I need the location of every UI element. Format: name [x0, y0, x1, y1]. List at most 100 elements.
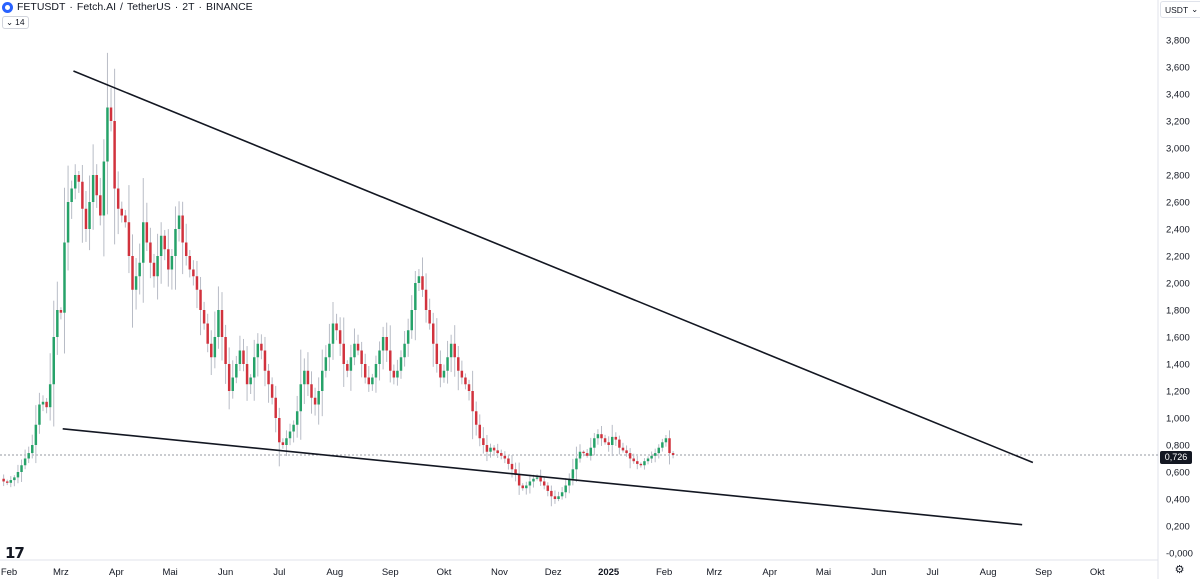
candle-body: [557, 496, 560, 499]
candle-body: [88, 202, 91, 229]
currency-button[interactable]: USDT ⌄: [1160, 1, 1200, 18]
candle-body: [399, 357, 403, 371]
candle-body: [213, 337, 217, 358]
candle-body: [59, 310, 63, 313]
candle-body: [535, 477, 539, 479]
candle-body: [661, 442, 664, 448]
y-tick-label: 1,000: [1166, 414, 1190, 425]
price-axis[interactable]: -0,000 0,200 0,400 0,600 0,800 1,000 1,200 1,40…: [1166, 36, 1193, 560]
candle-body: [585, 453, 589, 456]
candle-body: [170, 256, 174, 270]
trendline[interactable]: [62, 428, 1023, 526]
candle-body: [568, 478, 571, 486]
y-tick-label: 2,200: [1166, 252, 1190, 263]
candle-body: [13, 477, 16, 481]
candle-body: [600, 434, 603, 439]
candle-body: [396, 370, 399, 378]
candle-body: [449, 343, 453, 358]
candle-body: [91, 175, 95, 202]
x-tick-label: Apr: [109, 567, 124, 578]
candle-body: [274, 397, 277, 418]
candle-body: [457, 357, 460, 371]
candle-body: [134, 276, 138, 290]
candle-body: [95, 175, 98, 196]
time-axis[interactable]: Feb Mrz Apr Mai Jun Jul Aug Sep Okt Nov Dez 2025 Feb…: [1, 567, 1105, 578]
candle-body: [496, 450, 499, 454]
candle-body: [539, 477, 542, 482]
settings-icon[interactable]: ⚙: [1174, 563, 1185, 576]
candle-body: [550, 490, 553, 497]
candle-body: [542, 481, 546, 486]
candle-body: [571, 469, 575, 479]
symbol-header[interactable]: FETUSDT · Fetch.AI / TetherUS · 2T · BIN…: [2, 1, 253, 13]
candle-body: [106, 107, 109, 162]
interval-label[interactable]: 2T: [182, 1, 195, 13]
candle-body: [528, 481, 532, 486]
trendlines-group[interactable]: [62, 70, 1034, 526]
candle-body: [374, 364, 378, 378]
candle-body: [238, 350, 242, 364]
candle-body: [113, 121, 116, 189]
y-tick-label: 1,800: [1166, 306, 1190, 317]
candle-body: [45, 401, 48, 408]
y-tick-label: 0,200: [1166, 522, 1190, 533]
candle-body: [610, 436, 614, 445]
candle-body: [596, 434, 600, 439]
candle-body: [575, 458, 578, 470]
candle-body: [593, 438, 596, 448]
candle-body: [63, 242, 66, 313]
candle-body: [582, 451, 585, 454]
candle-body: [421, 276, 424, 290]
x-tick-label: Sep: [1035, 567, 1052, 578]
candle-body: [406, 330, 410, 344]
x-tick-label: Sep: [382, 567, 399, 578]
candle-body: [328, 343, 331, 358]
symbol-ticker: FETUSDT: [17, 1, 66, 13]
candle-body: [163, 235, 166, 250]
candle-body: [267, 370, 270, 385]
x-tick-label: Apr: [762, 567, 777, 578]
candle-body: [489, 447, 492, 452]
y-tick-label: 2,600: [1166, 198, 1190, 209]
candle-body: [353, 343, 356, 358]
x-tick-label: Jul: [927, 567, 939, 578]
candle-body: [317, 391, 320, 405]
candle-body: [256, 343, 260, 358]
indicator-toggle-button[interactable]: ⌄ 14: [2, 16, 29, 29]
tradingview-logo-icon[interactable]: 17: [5, 544, 25, 562]
candle-body: [521, 485, 524, 489]
candle-body: [27, 453, 30, 459]
candle-body: [306, 370, 310, 385]
trendline[interactable]: [73, 70, 1034, 464]
candle-body: [639, 463, 643, 466]
candle-body: [632, 458, 635, 462]
candle-body: [363, 364, 367, 378]
y-tick-label: 1,400: [1166, 360, 1190, 371]
candle-body: [303, 370, 306, 385]
candle-body: [564, 485, 567, 493]
candle-body: [560, 492, 564, 497]
candle-body: [292, 424, 295, 432]
candle-body: [142, 222, 145, 263]
header-separator: ·: [198, 1, 203, 13]
candle-body: [156, 256, 159, 277]
candle-body: [174, 229, 177, 256]
candle-body: [389, 350, 392, 371]
candle-body: [517, 474, 521, 486]
x-tick-label: Aug: [326, 567, 343, 578]
candle-body: [281, 442, 285, 445]
x-tick-label: Okt: [1090, 567, 1105, 578]
candle-body: [546, 485, 550, 491]
candle-body: [618, 439, 621, 448]
candle-body: [70, 188, 73, 202]
x-tick-label: Aug: [980, 567, 997, 578]
candle-body: [356, 343, 360, 351]
candle-body: [321, 370, 324, 391]
candle-body: [431, 323, 435, 344]
candle-body: [478, 424, 482, 439]
candle-body: [295, 411, 299, 425]
candle-body: [646, 458, 650, 462]
candle-body: [66, 202, 70, 243]
candle-body: [210, 343, 213, 358]
